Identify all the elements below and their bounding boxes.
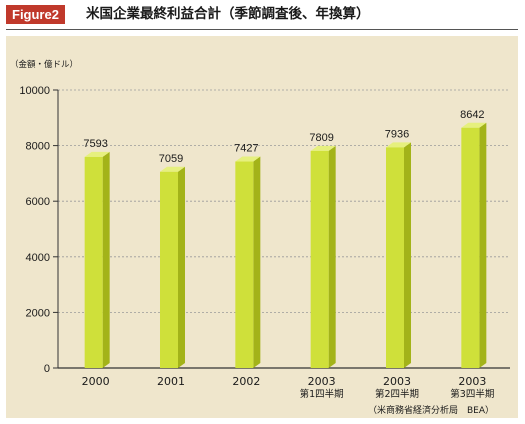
bars [84,122,487,368]
bar-side [479,122,487,368]
bar [84,156,103,368]
bar [235,161,254,368]
bar-side [404,142,411,368]
data-label: 7809 [309,132,333,144]
x-tick-label: 2000 [82,375,110,388]
data-label: 7936 [385,128,409,140]
bar [461,127,480,368]
bar-side [328,145,336,368]
unit-label: （金額・億ドル） [10,60,79,70]
bar-side [178,166,185,368]
bar-side [253,156,261,368]
x-tick-label: 2003 [458,375,486,388]
y-tick-labels: 0 2000 4000 6000 8000 10000 [19,85,50,375]
bar [310,150,329,368]
figure-tag: Figure2 [6,5,65,24]
x-tick-label: 2003 [308,375,336,388]
figure-title: 米国企業最終利益合計（季節調査後、年換算） [86,6,370,22]
x-tick-label: 第1四半期 [300,388,344,400]
y-tick-label: 4000 [26,252,50,264]
data-label: 7593 [83,138,107,150]
x-tick-label: 2003 [383,375,411,388]
data-label: 7059 [159,153,183,165]
y-tick-label: 0 [44,363,50,375]
bar [160,171,178,368]
bar-top [160,166,185,172]
x-tick-label: 第2四半期 [375,388,419,400]
bar-side [102,151,110,368]
y-tick-label: 2000 [26,307,50,319]
bar-top [235,156,261,162]
source-note: （米商務省経済分析局 BEA） [368,406,495,416]
bar-top [84,151,110,157]
bar-top [310,145,336,151]
x-tick-label: 2002 [232,375,260,388]
data-label: 7427 [234,143,258,155]
y-tick-label: 10000 [19,85,50,97]
data-labels: 7593 7059 7427 7809 7936 8642 [83,109,484,165]
x-tick-label: 第3四半期 [450,388,494,400]
bar [386,147,404,368]
figure-header: Figure2 米国企業最終利益合計（季節調査後、年換算） [0,0,525,30]
axes [53,89,510,369]
data-label: 8642 [460,109,484,121]
y-tick-label: 8000 [26,141,50,153]
y-tick-label: 6000 [26,196,50,208]
bar-top [386,142,411,148]
bar-top [461,122,487,128]
header-divider [6,29,518,30]
x-tick-label: 2001 [157,375,185,388]
gridlines [58,89,510,313]
